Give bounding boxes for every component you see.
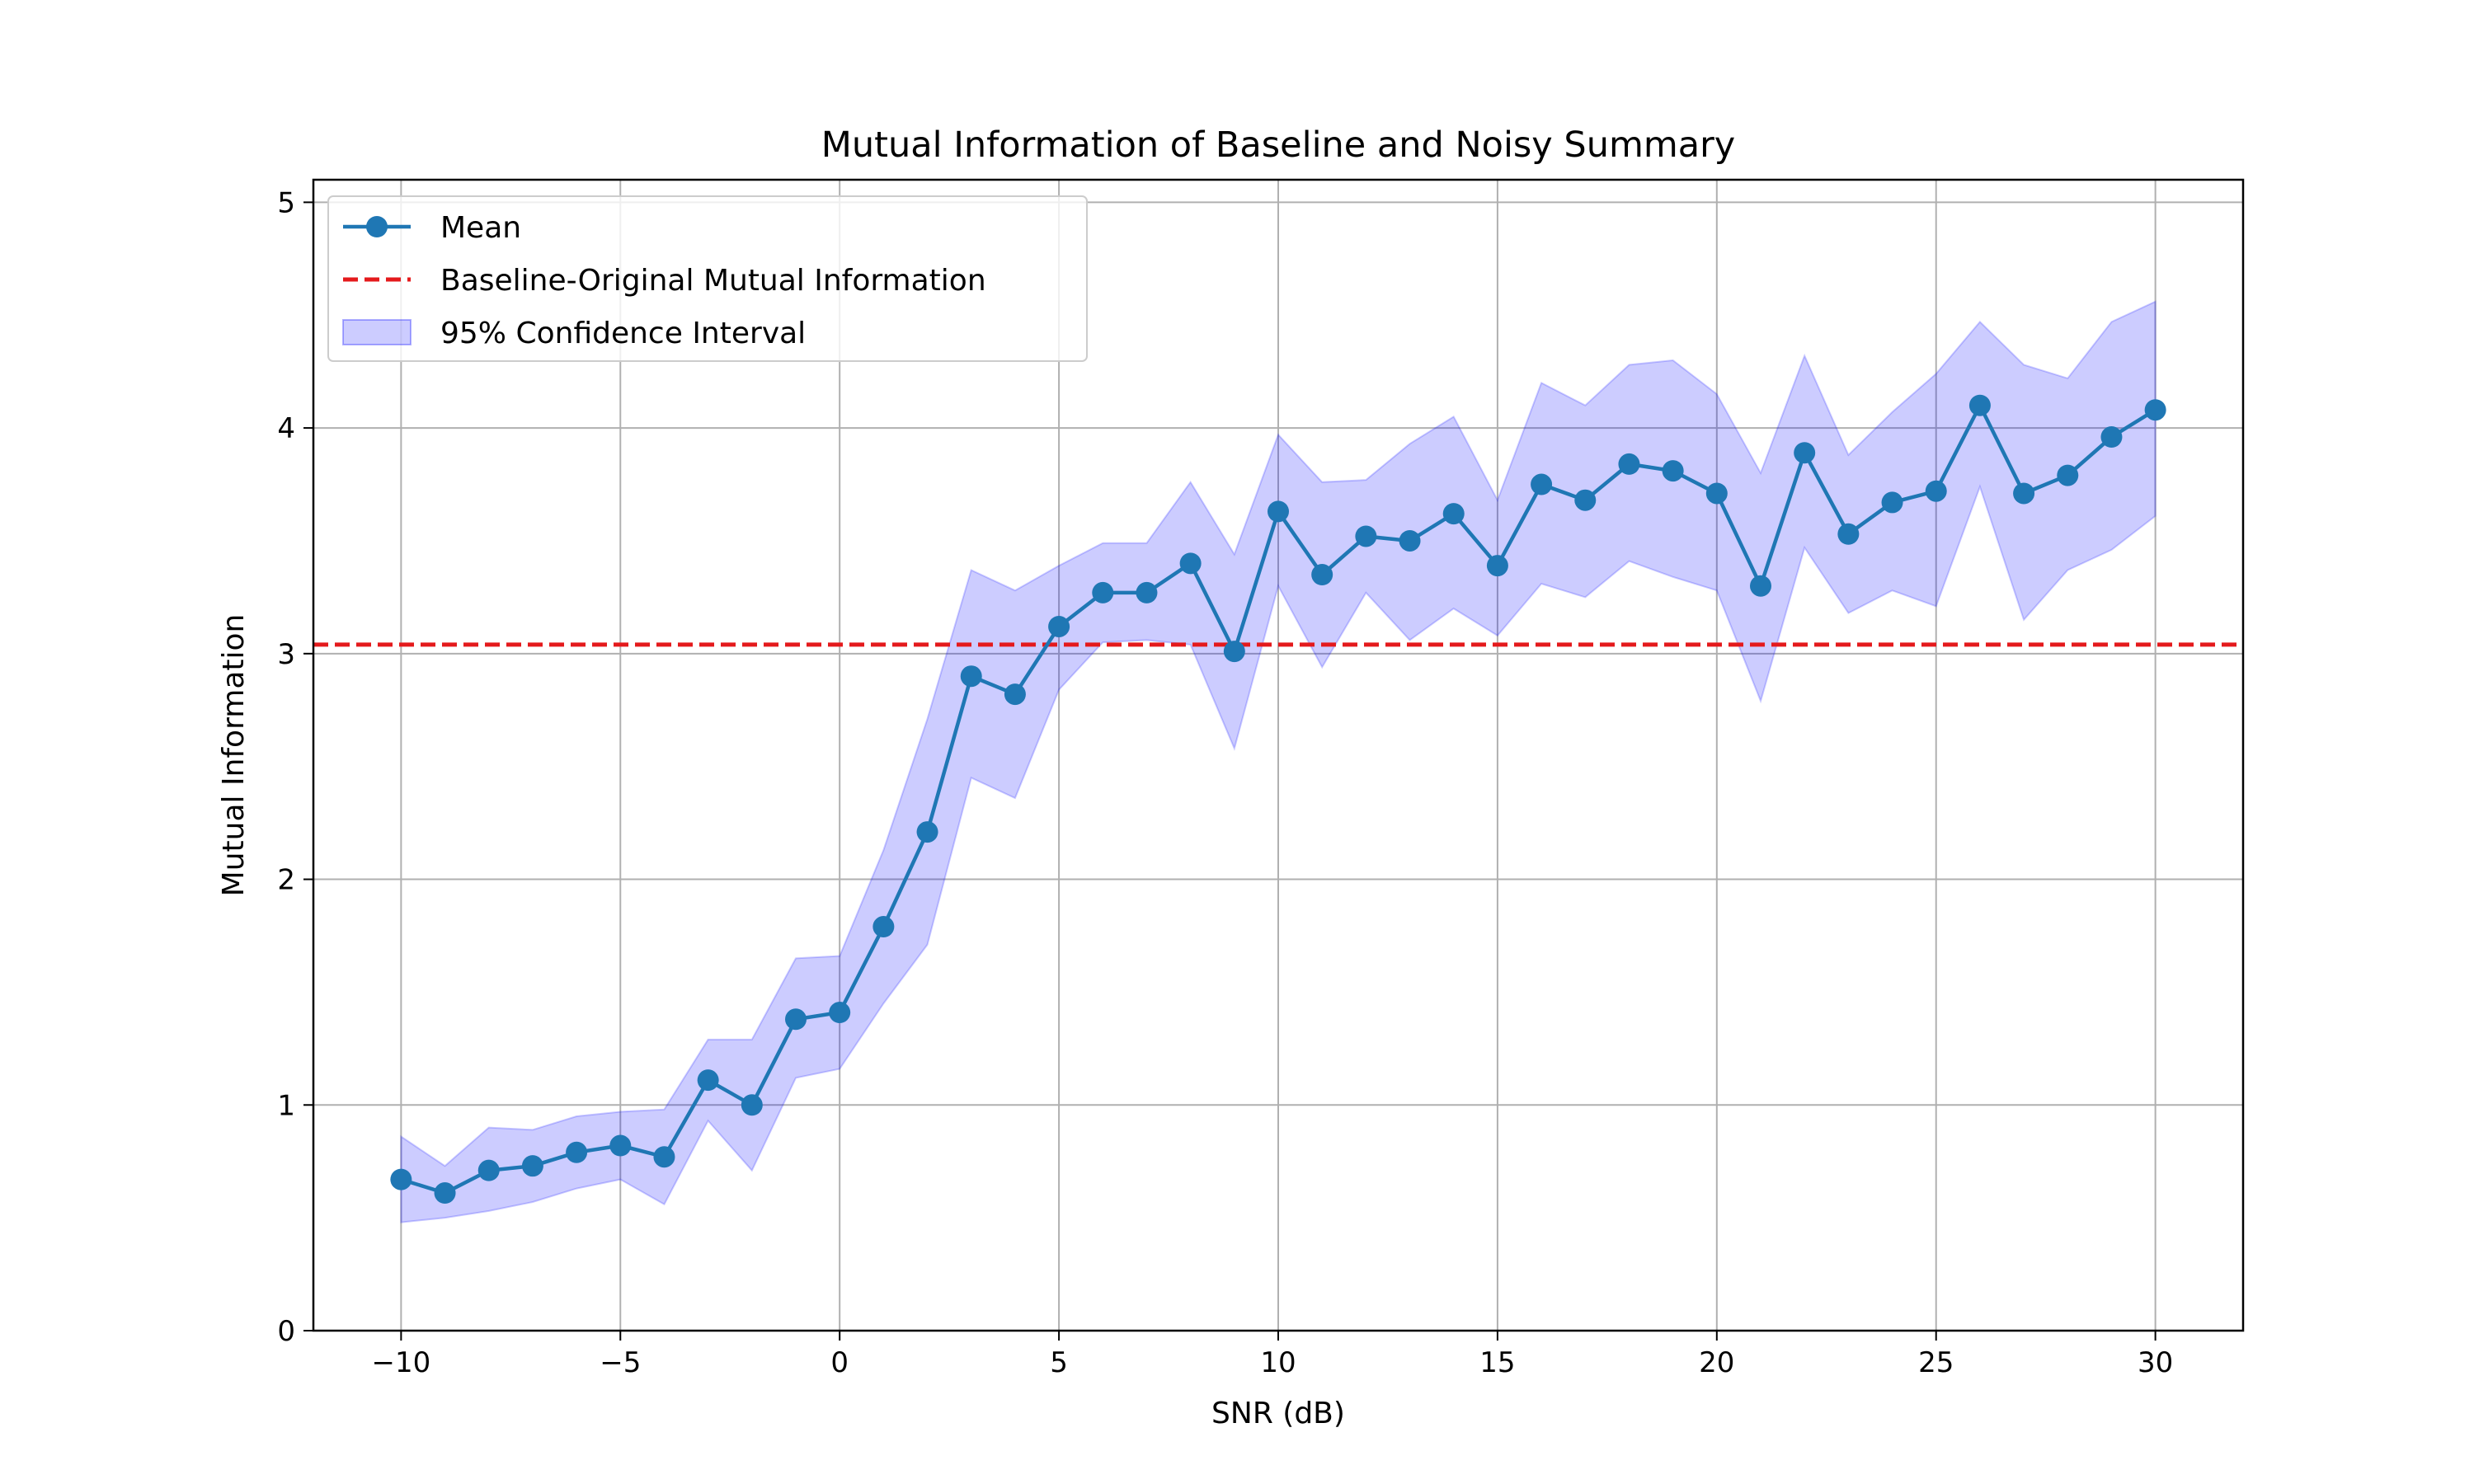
mean-point [390, 1168, 412, 1190]
x-tick-label: −5 [600, 1346, 641, 1379]
mean-point [697, 1069, 719, 1092]
mean-point [1750, 575, 1771, 597]
mean-point [434, 1182, 456, 1205]
mean-point [1486, 555, 1508, 577]
x-tick-label: 30 [2138, 1346, 2173, 1379]
x-tick-label: 25 [1918, 1346, 1954, 1379]
confidence-band-layer [400, 300, 2157, 1223]
mean-point [1881, 491, 1903, 514]
legend-label: 95% Confidence Interval [440, 317, 806, 350]
mean-point [1355, 525, 1377, 547]
mean-point [1311, 564, 1333, 586]
mean-point [2100, 426, 2123, 448]
y-tick-label: 2 [277, 864, 295, 897]
x-tick-label: 5 [1050, 1346, 1068, 1379]
legend-label: Mean [440, 211, 521, 245]
y-tick-label: 1 [277, 1089, 295, 1122]
chart-title: Mutual Information of Baseline and Noisy… [821, 124, 1735, 166]
mean-point [2013, 482, 2035, 505]
confidence-band [400, 300, 2157, 1223]
y-axis-label: Mutual Information [217, 614, 251, 897]
legend-box [327, 195, 1088, 362]
mean-point [741, 1094, 763, 1116]
mean-point [1268, 500, 1289, 523]
x-axis-label: SNR (dB) [1211, 1397, 1345, 1430]
mean-point [1092, 581, 1114, 603]
legend: Mean Baseline-Original Mutual Information… [327, 195, 1088, 362]
mean-point [785, 1008, 807, 1031]
mean-series-layer [390, 394, 2166, 1205]
legend-band-swatch [342, 319, 412, 345]
mean-point [566, 1141, 588, 1163]
mean-point [609, 1134, 632, 1157]
mean-point [1968, 394, 1991, 416]
mean-point [1179, 552, 1202, 575]
x-tick-label: −10 [371, 1346, 430, 1379]
legend-label: Baseline-Original Mutual Information [440, 264, 986, 298]
mean-point [960, 665, 982, 688]
y-tick-label: 3 [277, 638, 295, 671]
mean-point [477, 1159, 500, 1181]
y-tick-label: 4 [277, 412, 295, 445]
mean-point [916, 821, 938, 843]
x-tick-label: 10 [1260, 1346, 1296, 1379]
x-tick-label: 0 [830, 1346, 849, 1379]
x-tick-label: 20 [1699, 1346, 1734, 1379]
mean-point [1618, 453, 1640, 475]
mean-point [829, 1002, 851, 1024]
y-tick-label: 5 [277, 186, 295, 219]
mean-point [1531, 473, 1553, 495]
mean-point [1705, 482, 1728, 505]
mean-point [872, 916, 895, 938]
x-tick-label: 15 [1479, 1346, 1515, 1379]
mean-point [1662, 460, 1684, 482]
mean-point [1442, 503, 1465, 525]
mean-point [653, 1146, 675, 1168]
mean-point [1925, 480, 1947, 502]
mean-point [2057, 464, 2079, 486]
mean-point [1574, 489, 1597, 511]
mean-point [521, 1155, 543, 1177]
mean-point [2144, 399, 2166, 421]
legend-mean-marker [366, 216, 388, 237]
mean-point [1223, 641, 1245, 663]
mean-point [1837, 523, 1860, 545]
y-tick-label: 0 [277, 1315, 295, 1348]
mean-point [1136, 581, 1158, 603]
axis-ticks: −10 −5 0 5 10 15 20 25 30 0 1 2 3 4 5 [277, 186, 2173, 1379]
mean-point [1004, 683, 1026, 706]
mean-point [1399, 529, 1421, 552]
mean-point [1048, 615, 1070, 637]
mean-point [1794, 442, 1816, 464]
